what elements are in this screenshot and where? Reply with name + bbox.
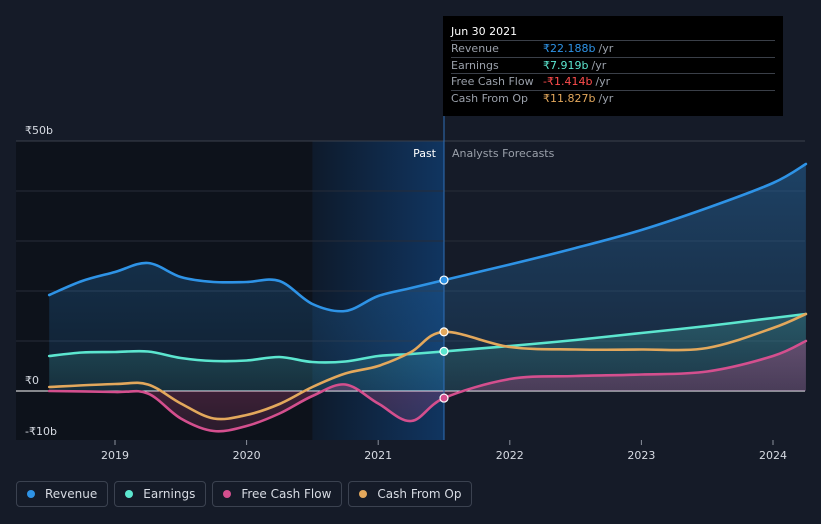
tooltip-date: Jun 30 2021 bbox=[451, 25, 518, 38]
x-tick-label: 2024 bbox=[759, 449, 787, 462]
legend: Revenue Earnings Free Cash Flow Cash Fro… bbox=[16, 481, 478, 509]
series-line-earnings bbox=[47, 312, 808, 364]
legend-dot-icon bbox=[359, 490, 368, 498]
legend-dot-icon bbox=[27, 490, 35, 498]
series-fill-revenue bbox=[49, 164, 806, 391]
legend-dot-icon bbox=[125, 490, 134, 498]
legend-item-revenue[interactable]: Revenue bbox=[16, 481, 109, 507]
legend-label: Revenue bbox=[45, 487, 98, 501]
series-line-cash-from-op bbox=[47, 312, 808, 421]
x-axis-labels: 2019 2020 2021 2022 2023 2024 bbox=[101, 440, 787, 462]
tooltip-row-free-cash-flow: Free Cash Flow -₹1.414b /yr bbox=[451, 73, 775, 90]
tooltip-value: ₹11.827b bbox=[543, 91, 596, 105]
hover-markers bbox=[439, 275, 449, 403]
y-tick-label: ₹0 bbox=[25, 374, 39, 387]
tooltip-value: ₹22.188b bbox=[543, 42, 596, 56]
tooltip-unit: /yr bbox=[598, 42, 614, 56]
x-tick-label: 2019 bbox=[101, 449, 129, 462]
legend-item-free-cash-flow[interactable]: Free Cash Flow bbox=[212, 481, 343, 507]
tooltip-row-cash-from-op: Cash From Op ₹11.827b /yr bbox=[451, 89, 775, 107]
y-axis-labels: ₹50b ₹0 -₹10b bbox=[25, 124, 57, 438]
legend-label: Free Cash Flow bbox=[241, 487, 332, 501]
legend-label: Earnings bbox=[143, 487, 196, 501]
marker-free-cash-flow bbox=[439, 393, 449, 403]
tooltip-value: ₹7.919b bbox=[543, 58, 589, 72]
tooltip-unit: /yr bbox=[598, 91, 614, 105]
legend-dot-icon bbox=[223, 490, 232, 498]
tooltip-label: Free Cash Flow bbox=[451, 75, 534, 89]
tooltip-label: Revenue bbox=[451, 42, 499, 56]
series-line-free-cash-flow bbox=[47, 339, 808, 433]
tooltip-row-revenue: Revenue ₹22.188b /yr bbox=[451, 40, 775, 57]
tooltip-unit: /yr bbox=[591, 58, 607, 72]
forecast-label: Analysts Forecasts bbox=[452, 147, 555, 160]
x-tick-label: 2023 bbox=[627, 449, 655, 462]
past-label: Past bbox=[413, 147, 437, 160]
tooltip: Jun 30 2021 Revenue ₹22.188b /yr Earning… bbox=[443, 16, 783, 116]
tooltip-row-earnings: Earnings ₹7.919b /yr bbox=[451, 56, 775, 74]
series-fills bbox=[49, 164, 806, 432]
marker-cash-from-op bbox=[439, 327, 449, 337]
series-fill-earnings bbox=[49, 314, 806, 391]
series-line-revenue bbox=[47, 162, 808, 313]
x-tick-label: 2021 bbox=[364, 449, 392, 462]
y-tick-label: ₹50b bbox=[25, 124, 53, 137]
legend-item-cash-from-op[interactable]: Cash From Op bbox=[348, 481, 473, 507]
y-tick-label: -₹10b bbox=[25, 425, 57, 438]
tooltip-unit: /yr bbox=[595, 75, 611, 89]
series-lines bbox=[47, 162, 808, 433]
series-fill-free-cash-flow bbox=[49, 341, 806, 432]
tooltip-label: Earnings bbox=[451, 58, 499, 72]
chart: Past Analysts Forecasts ₹50b ₹0 -₹10b 2019… bbox=[16, 16, 808, 462]
legend-item-earnings[interactable]: Earnings bbox=[114, 481, 207, 507]
x-tick-label: 2020 bbox=[233, 449, 261, 462]
tooltip-value: -₹1.414b bbox=[543, 75, 593, 89]
legend-label: Cash From Op bbox=[377, 487, 462, 501]
marker-earnings bbox=[439, 346, 449, 357]
tooltip-label: Cash From Op bbox=[451, 91, 529, 105]
marker-revenue bbox=[439, 275, 449, 285]
x-tick-label: 2022 bbox=[496, 449, 524, 462]
